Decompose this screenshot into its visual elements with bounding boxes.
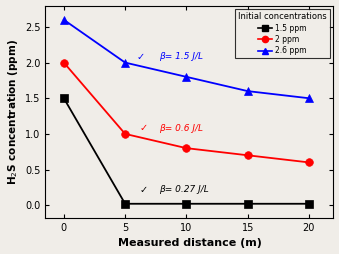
Text: β= 1.5 J/L: β= 1.5 J/L — [159, 52, 203, 61]
Text: ✓: ✓ — [137, 52, 145, 62]
Y-axis label: H$_2$S concentration (ppm): H$_2$S concentration (ppm) — [5, 39, 20, 185]
Text: β= 0.27 J/L: β= 0.27 J/L — [159, 185, 209, 194]
X-axis label: Measured distance (m): Measured distance (m) — [118, 239, 261, 248]
Legend: 1.5 ppm, 2 ppm, 2.6 ppm: 1.5 ppm, 2 ppm, 2.6 ppm — [235, 9, 330, 58]
Text: ✓: ✓ — [139, 123, 147, 133]
Text: β= 0.6 J/L: β= 0.6 J/L — [159, 124, 203, 133]
Text: ✓: ✓ — [139, 184, 147, 195]
